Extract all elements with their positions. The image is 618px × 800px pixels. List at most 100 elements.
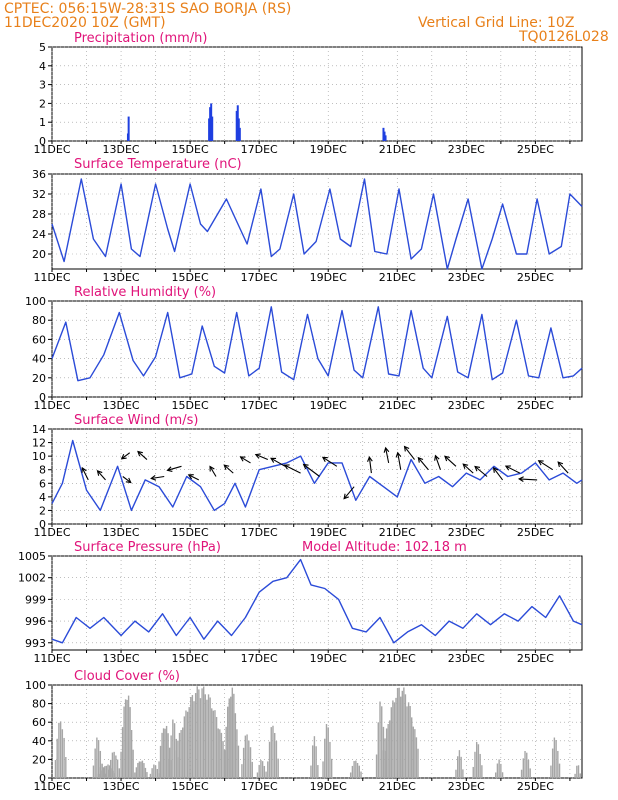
cloud-bar <box>206 699 208 778</box>
cloud-bar <box>191 695 194 778</box>
x-tick-label: 23DEC <box>448 399 485 412</box>
cloud-bar <box>99 750 102 778</box>
cloud-bar <box>223 750 226 778</box>
cloud-bar <box>496 763 499 778</box>
cloud-bar <box>168 760 171 778</box>
y-tick-label: 5 <box>39 41 46 54</box>
x-tick-label: 13DEC <box>103 780 140 793</box>
cloud-bar <box>180 730 182 778</box>
x-tick-label: 15DEC <box>172 271 209 284</box>
cloud-bar <box>457 756 459 778</box>
wind-arrow-head <box>120 453 127 460</box>
cloud-bar <box>558 763 561 778</box>
header-date: 11DEC2020 10Z (GMT) <box>4 15 166 31</box>
cloud-bar <box>173 723 176 778</box>
precip-bar <box>237 118 240 141</box>
cloud-bar <box>231 687 234 778</box>
cloud-bar <box>108 769 110 778</box>
cloud-bar <box>227 706 229 778</box>
cloud-bar <box>212 710 215 778</box>
wind-arrow-head <box>395 451 402 458</box>
panel-title: Surface Pressure (hPa) <box>74 540 221 555</box>
cloud-bar <box>260 760 262 778</box>
wind-arrow <box>444 455 457 467</box>
x-tick-label: 17DEC <box>241 526 278 539</box>
wind-arrow-head <box>223 464 230 470</box>
wind-arrow <box>368 457 372 474</box>
x-tick-label: 23DEC <box>448 652 485 665</box>
y-tick-label: 6 <box>39 477 46 490</box>
wind-arrow-head <box>492 466 499 473</box>
cloud-bar <box>555 740 557 778</box>
cloud-bar <box>118 768 121 778</box>
cloud-bar <box>219 729 221 778</box>
cloud-bar <box>104 766 106 778</box>
cloud-bar <box>393 702 396 778</box>
cloud-bar <box>54 760 57 778</box>
x-tick-label: 11DEC <box>33 143 70 156</box>
cloud-bar <box>311 745 314 778</box>
x-tick-label: 13DEC <box>103 526 140 539</box>
x-tick-label: 17DEC <box>241 399 278 412</box>
cloud-bar <box>277 758 279 778</box>
x-tick-label: 21DEC <box>379 399 416 412</box>
cloud-bar <box>265 771 267 778</box>
panel-2: 20 24 28 32 36 11DEC 13DEC 15DEC 17DEC 19DEC 21DEC… <box>32 157 583 284</box>
y-tick-label: 24 <box>32 228 46 241</box>
wind-arrow <box>81 467 89 481</box>
precip-bar <box>127 116 130 141</box>
x-tick-label: 25DEC <box>517 143 554 156</box>
y-tick-label: 0 <box>39 391 46 404</box>
cloud-bar <box>310 765 312 778</box>
wind-arrow-head <box>270 457 277 463</box>
precip-bar <box>383 131 386 141</box>
cloud-bar <box>462 769 464 778</box>
cloud-bar <box>172 719 174 778</box>
wind-arrow-head <box>434 454 440 461</box>
cloud-bar <box>121 727 124 778</box>
wind-arrow <box>240 456 251 464</box>
y-tick-label: 2 <box>39 504 46 517</box>
cloud-bar <box>101 770 103 778</box>
wind-arrow-head <box>417 456 424 463</box>
wind-arrow <box>493 467 504 481</box>
wind-arrow-head <box>254 453 261 459</box>
cloud-bar <box>322 761 324 778</box>
wind-arrow <box>434 455 441 470</box>
y-tick-label: 60 <box>32 333 46 346</box>
x-tick-label: 23DEC <box>448 143 485 156</box>
cloud-bar <box>220 732 223 778</box>
cloud-bar <box>353 761 355 778</box>
series-line <box>51 439 583 512</box>
cloud-bar <box>159 745 162 778</box>
panel-title: Cloud Cover (%) <box>74 669 180 684</box>
cloud-bar <box>251 761 253 778</box>
cloud-bar <box>123 706 125 778</box>
y-tick-label: 14 <box>32 423 46 436</box>
cloud-bar <box>99 773 102 778</box>
wind-arrow <box>97 470 106 481</box>
cloud-bar <box>144 767 147 778</box>
cloud-bar <box>272 725 274 778</box>
cloud-bar <box>330 758 333 778</box>
wind-arrow-head <box>96 470 103 476</box>
cloud-bar <box>170 735 172 778</box>
cloud-bar <box>164 728 166 778</box>
wind-arrow-head <box>474 465 481 472</box>
wind-arrow <box>121 452 131 460</box>
cloud-bar <box>474 751 476 778</box>
x-tick-label: 25DEC <box>517 399 554 412</box>
cloud-bar <box>134 772 136 778</box>
cloud-bar <box>59 721 62 778</box>
x-tick-label: 11DEC <box>33 652 70 665</box>
cloud-bar <box>268 741 271 778</box>
cloud-bar <box>553 737 556 778</box>
cloud-bar <box>201 688 203 778</box>
cloud-bar <box>56 738 58 778</box>
cloud-bar <box>153 764 155 778</box>
series-line <box>51 558 583 644</box>
series-line <box>51 178 583 270</box>
cloud-bar <box>137 762 139 778</box>
x-tick-label: 25DEC <box>517 526 554 539</box>
y-tick-label: 8 <box>39 464 46 477</box>
